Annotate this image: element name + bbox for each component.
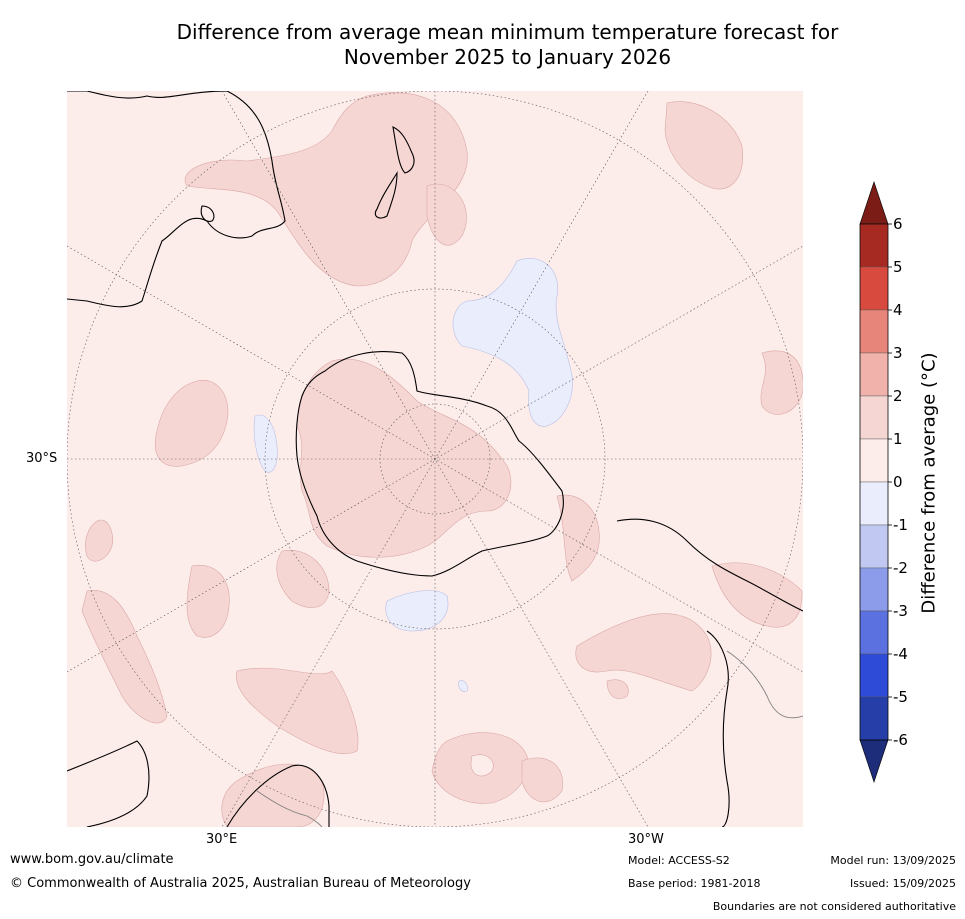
warm-patch-pacific-north [184,92,468,287]
colorbar-tick-label: -2 [893,559,908,577]
colorbar-segment [859,610,889,655]
colorbar-tick-label: -3 [893,602,908,620]
colorbar-tick-label: 6 [893,215,903,233]
new-zealand-north-coast [392,126,415,174]
warm-patch-south-2 [521,757,564,803]
boundary-south-america [726,650,803,719]
warm-patch-west-indian [154,379,229,467]
warm-patch-left-3 [186,564,230,638]
australia-coast [67,91,286,308]
warm-patch-bottom-left [221,763,325,827]
colorbar-segment [859,696,889,741]
copyright-text: © Commonwealth of Australia 2025, Austra… [10,876,471,891]
colorbar-tick-label: 4 [893,301,903,319]
title-line-2: November 2025 to January 2026 [343,45,672,69]
coastlines [67,91,803,827]
warm-patch-south-atlantic [556,494,600,582]
warm-patch-right-south [575,613,712,692]
lon-label-30w: 30°W [628,832,664,847]
new-zealand-south-coast [374,171,398,219]
model-run-text: Model run: 13/09/2025 [830,854,956,867]
colorbar-label: Difference from average (°C) [918,352,940,614]
warm-patch-right-far [711,562,803,628]
colorbar-tick-label: 2 [893,387,903,405]
colorbar-tick-label: -1 [893,516,908,534]
colorbar-segment [859,395,889,440]
tasmania-coast [200,205,215,222]
neutral-hole [470,754,494,777]
warm-patch-right-small [606,679,629,700]
colorbar-segment [859,438,889,483]
lat-label-30s: 30°S [26,451,58,466]
graticule-circle-middle [264,288,606,630]
warm-patch-tasman [426,183,467,246]
polar-map [67,91,803,827]
warm-patch-antarctica [296,358,512,558]
colorbar-segment [859,266,889,311]
colorbar-segment [859,352,889,397]
colorbar-segment [859,223,889,268]
antarctica-coast [295,351,564,577]
colorbar-extend-bottom [859,739,889,783]
boundary-africa [256,790,323,827]
lon-label-30e: 30°E [206,832,238,847]
colorbar-tick-label: 1 [893,430,903,448]
chart-title: Difference from average mean minimum tem… [0,20,965,70]
warm-anomaly-regions [81,92,803,827]
colorbar-segment [859,653,889,698]
cool-patch-south-pacific [452,258,573,427]
south-america-coast [616,518,803,827]
website-text: www.bom.gov.au/climate [10,852,174,867]
warm-patch-left-2 [81,590,168,724]
colorbar-tick-label: -6 [893,731,908,749]
warm-patch-east-pacific [760,350,803,415]
graticule [67,91,803,827]
warm-patch-northeast [664,101,744,190]
colorbar-segment [859,481,889,526]
colorbar-tick-label: -5 [893,688,908,706]
colorbar: 6 5 4 3 2 1 0 -1 -2 -3 -4 -5 -6 [859,181,908,783]
meridian-30-b [67,245,803,673]
colorbar-tick-label: 3 [893,344,903,362]
colorbar-segment [859,309,889,354]
base-period-text: Base period: 1981-2018 [628,877,761,890]
cool-patch-weddell [385,590,449,632]
cool-patch-tiny [458,680,468,692]
warm-patch-left-1 [85,519,113,562]
colorbar-extend-top [859,181,889,225]
colorbar-segment [859,567,889,612]
title-line-1: Difference from average mean minimum tem… [176,20,839,44]
cool-anomaly-regions [253,258,573,692]
colorbar-tick-label: 5 [893,258,903,276]
warm-patch-southwest [236,667,359,754]
issued-text: Issued: 15/09/2025 [849,877,956,890]
colorbar-tick-label: -4 [893,645,908,663]
model-text: Model: ACCESS-S2 [628,854,730,867]
country-boundaries [256,650,803,827]
warm-patch-center-left [276,549,330,608]
colorbar-segment [859,524,889,569]
africa-coast [67,740,330,827]
disclaimer-text: Boundaries are not considered authoritat… [712,900,956,913]
colorbar-tick-label: 0 [893,473,903,491]
